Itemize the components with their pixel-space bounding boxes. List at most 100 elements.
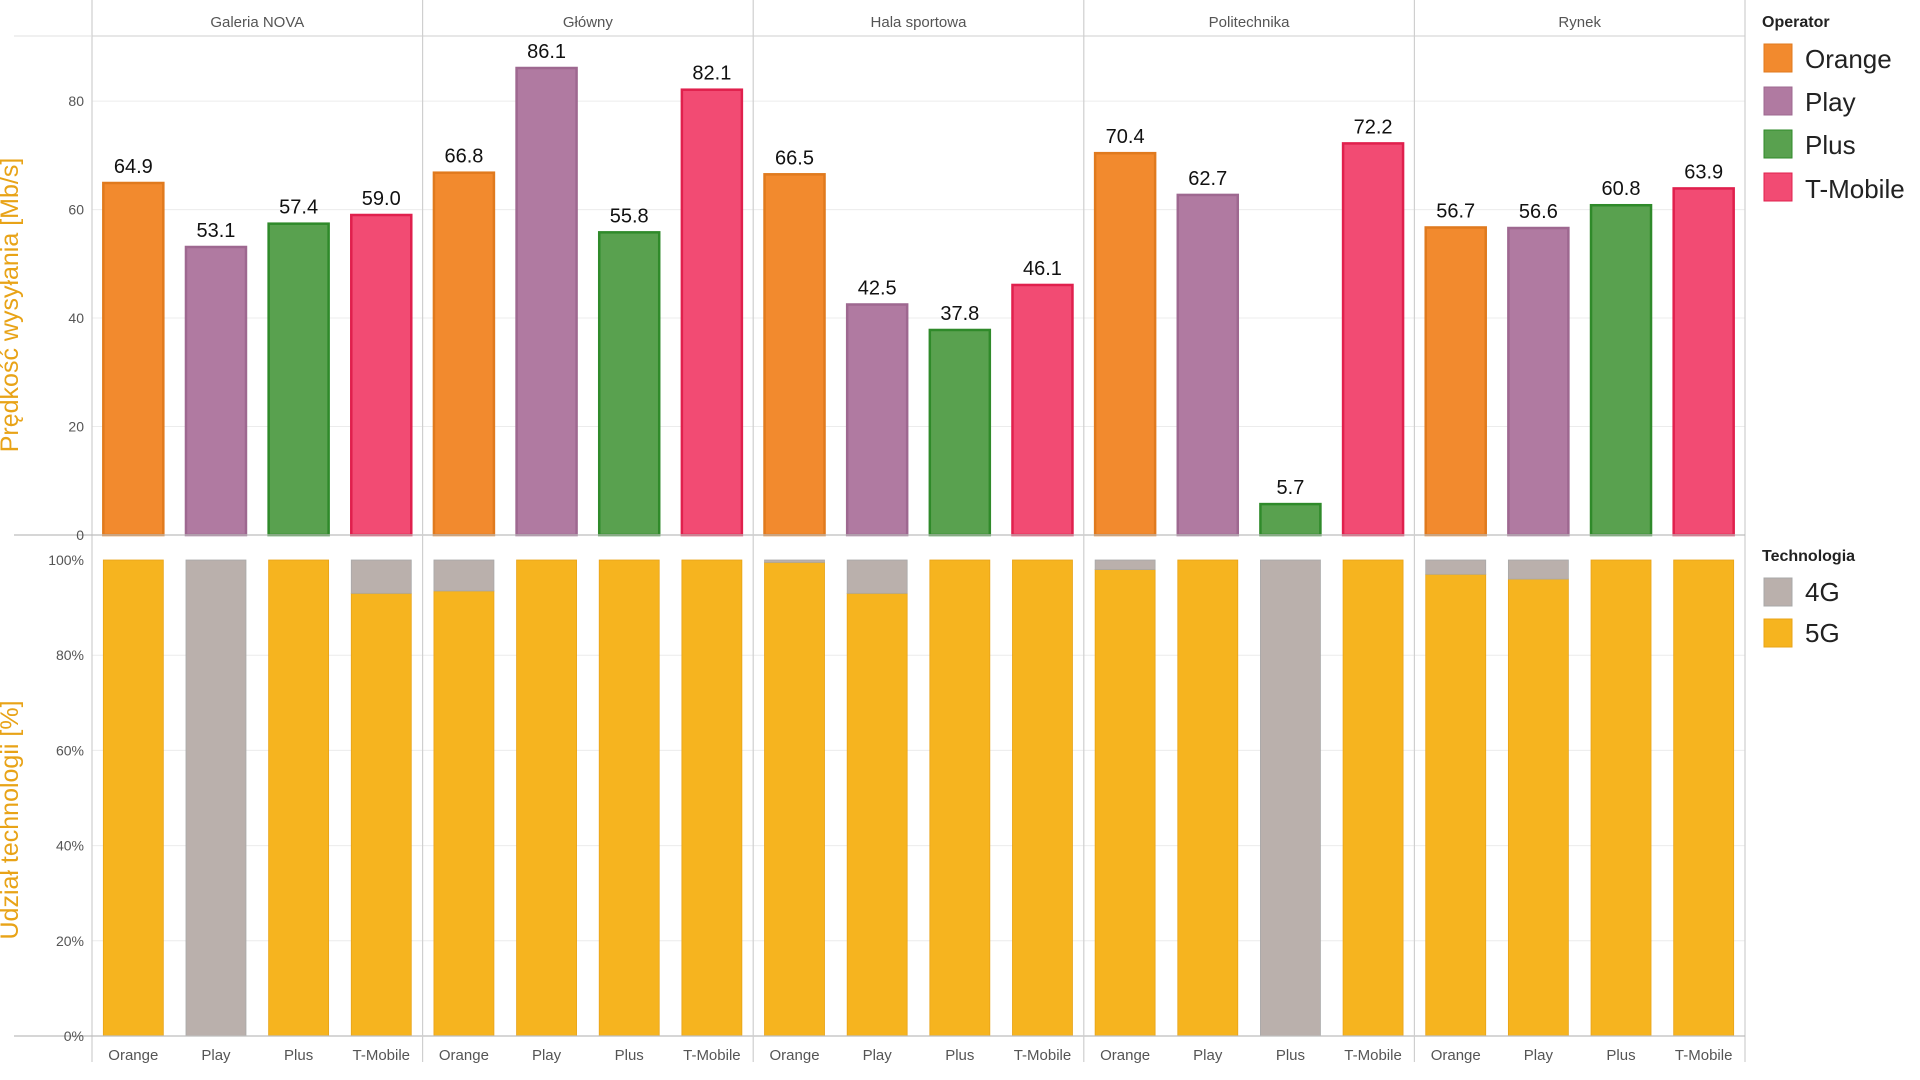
share-bar-4g [350, 559, 412, 594]
x-category-label: T-Mobile [683, 1047, 741, 1064]
share-bar-5g [102, 559, 164, 1037]
data-label: 82.1 [692, 63, 731, 85]
share-bar-4g [433, 559, 495, 592]
legend-label-5g: 5G [1805, 618, 1840, 648]
share-bar-5g [1590, 559, 1652, 1037]
speed-bar [102, 181, 165, 537]
x-category-label: Play [1524, 1047, 1554, 1064]
data-label: 66.5 [775, 147, 814, 169]
data-label: 66.8 [444, 146, 483, 168]
speed-bar [267, 222, 330, 537]
legend-swatch-orange [1763, 43, 1793, 73]
x-category-label: T-Mobile [1014, 1047, 1072, 1064]
x-category-label: Plus [1606, 1047, 1635, 1064]
x-category-label: Play [1193, 1047, 1223, 1064]
data-label: 62.7 [1188, 168, 1227, 190]
legend-label-4g: 4G [1805, 577, 1840, 607]
speed-bar [763, 173, 826, 537]
x-category-label: Plus [615, 1047, 644, 1064]
technology-share-axis-title: Udział technologii [%] [0, 700, 24, 939]
facet-header: Galeria NOVA [210, 14, 304, 31]
x-category-label: Orange [439, 1047, 489, 1064]
speed-bar [432, 171, 496, 537]
data-label: 63.9 [1684, 161, 1723, 183]
data-label: 70.4 [1106, 126, 1145, 148]
x-category-label: Play [201, 1047, 231, 1064]
share-bar-4g [185, 559, 247, 1037]
speed-bar [1093, 151, 1157, 537]
data-label: 56.7 [1436, 200, 1475, 222]
facet-header: Główny [563, 14, 614, 31]
legend-label-plus: Plus [1805, 130, 1856, 160]
share-bar-5g [1673, 559, 1735, 1037]
x-category-label: Orange [1431, 1047, 1481, 1064]
share-bar-5g [516, 559, 577, 1037]
speed-bar [597, 231, 661, 537]
x-category-label: Orange [108, 1047, 158, 1064]
y-tick-label-share: 60% [56, 742, 84, 758]
data-label: 64.9 [114, 156, 153, 178]
share-bar-5g [268, 559, 330, 1037]
x-category-label: Play [532, 1047, 562, 1064]
facet-header: Politechnika [1209, 14, 1291, 31]
data-label: 60.8 [1602, 178, 1641, 200]
upload-speed-axis-title: Prędkość wysyłania [Mb/s] [0, 158, 24, 453]
speed-bar [1011, 283, 1074, 537]
speed-bar [1672, 187, 1735, 537]
speed-bar [350, 213, 413, 537]
data-label: 42.5 [858, 277, 897, 299]
share-bar-5g [1177, 559, 1239, 1037]
legend-swatch-5g [1763, 618, 1793, 648]
share-bar-5g [1425, 573, 1487, 1037]
share-bar-5g [1012, 559, 1073, 1037]
share-bar-5g [1507, 578, 1569, 1037]
share-bar-4g [1425, 559, 1487, 575]
y-tick-label-speed: 80 [68, 93, 84, 109]
speed-bar [515, 66, 578, 537]
share-bar-4g [764, 559, 825, 563]
x-category-label: Plus [1276, 1047, 1305, 1064]
legend-label-play: Play [1805, 87, 1856, 117]
share-bar-5g [929, 559, 991, 1037]
share-bar-5g [433, 590, 495, 1037]
data-label: 56.6 [1519, 201, 1558, 223]
data-label: 86.1 [527, 41, 566, 63]
legend-label-orange: Orange [1805, 44, 1892, 74]
share-bar-5g [598, 559, 660, 1037]
speed-bar [845, 303, 909, 537]
data-label: 72.2 [1354, 116, 1393, 138]
share-bar-4g [1094, 559, 1156, 570]
speed-bar [1424, 226, 1487, 537]
facet-header: Rynek [1558, 14, 1601, 31]
operator-legend-title: Operator [1762, 14, 1830, 31]
share-bar-4g [1260, 559, 1321, 1037]
legend-swatch-t-mobile [1763, 172, 1793, 202]
share-bar-5g [681, 559, 743, 1037]
legend-label-t-mobile: T-Mobile [1805, 174, 1905, 204]
share-bar-4g [846, 559, 908, 594]
speed-bar [928, 328, 992, 537]
share-bar-4g [1507, 559, 1569, 580]
speed-bar [1507, 226, 1570, 537]
x-category-label: Plus [284, 1047, 313, 1064]
facet-header: Hala sportowa [871, 14, 968, 31]
y-tick-label-share: 0% [64, 1028, 84, 1044]
legend-swatch-4g [1763, 577, 1793, 607]
y-tick-label-share: 80% [56, 647, 84, 663]
technology-legend: Technologia 4G 5G [1762, 548, 1855, 648]
share-bar-5g [1342, 559, 1404, 1037]
data-label: 5.7 [1277, 477, 1305, 499]
data-label: 55.8 [610, 205, 649, 227]
x-category-label: Plus [945, 1047, 974, 1064]
speed-bar [1259, 502, 1322, 537]
operator-legend: Operator Orange Play Plus T-Mobile [1762, 14, 1905, 204]
y-tick-label-share: 40% [56, 838, 84, 854]
data-label: 46.1 [1023, 258, 1062, 280]
x-category-label: T-Mobile [353, 1047, 411, 1064]
x-category-label: Orange [770, 1047, 820, 1064]
data-label: 37.8 [940, 303, 979, 325]
y-tick-label-speed: 60 [68, 202, 84, 218]
y-tick-label-speed: 40 [68, 310, 84, 326]
x-category-label: Orange [1100, 1047, 1150, 1064]
